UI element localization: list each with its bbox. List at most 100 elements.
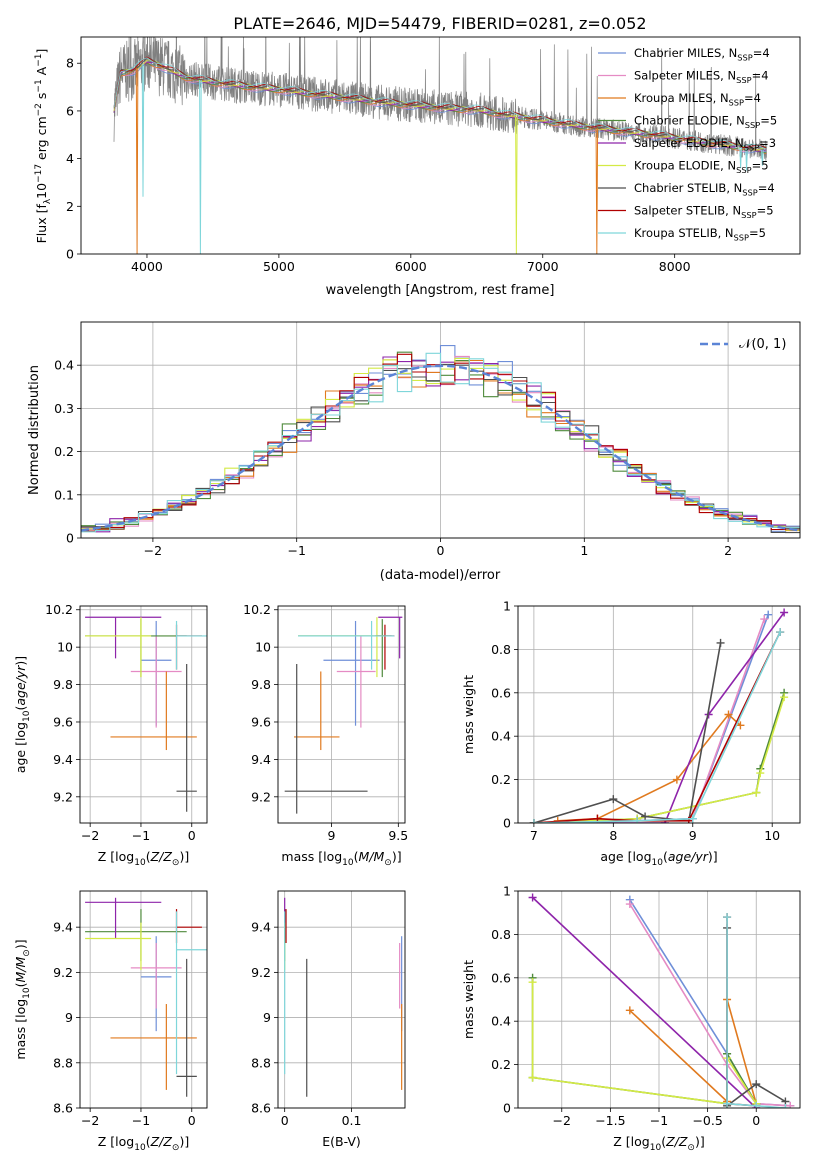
plot-area bbox=[85, 897, 207, 1097]
data-point-chabrier-stelib bbox=[176, 663, 197, 812]
series-kroupa-miles bbox=[625, 995, 761, 1108]
x-axis-label: mass [log10(M/M⊙)] bbox=[281, 849, 401, 868]
series-chabrier-elodie bbox=[528, 973, 761, 1108]
grid bbox=[278, 606, 405, 823]
ticks: 9 9.5 9.2 9.4 9.6 9.8 10 10.2 bbox=[243, 602, 408, 843]
y-tick-label: 0.2 bbox=[54, 444, 74, 459]
y-tick-label: 0.1 bbox=[54, 487, 74, 502]
ticks: 4000 5000 6000 7000 8000 0 2 4 6 8 bbox=[66, 56, 691, 274]
y-tick-label: 0.4 bbox=[54, 358, 74, 373]
data-point-chabrier-elodie bbox=[85, 909, 187, 962]
data-point-kroupa-stelib bbox=[298, 620, 395, 670]
x-tick-label: 7000 bbox=[527, 259, 559, 274]
data-point-kroupa-miles bbox=[294, 671, 340, 751]
plus-marker bbox=[786, 1101, 795, 1108]
x-tick-label: 2 bbox=[724, 543, 732, 558]
data-point-salpeter-miles bbox=[130, 635, 182, 728]
ticks: −2 −1 0 1 2 0 0.1 0.2 0.3 0.4 bbox=[54, 358, 732, 558]
data-point-chabrier-miles bbox=[323, 620, 380, 726]
series-chabrier-miles bbox=[529, 610, 773, 823]
series-salpeter-elodie bbox=[528, 893, 761, 1108]
y-tick-label: 9 bbox=[263, 1010, 271, 1025]
plot-area bbox=[85, 616, 207, 812]
y-tick-label: 0 bbox=[66, 247, 74, 262]
y-tick-label: 0.4 bbox=[491, 729, 511, 744]
y-axis-label: Flux [fλ10−17 erg cm−2 s−1 A−1] bbox=[34, 49, 53, 244]
absorption-dip bbox=[761, 149, 764, 166]
y-axis-label: age [log10(age/yr)] bbox=[13, 656, 32, 773]
y-tick-label: 2 bbox=[66, 199, 74, 214]
x-tick-label: 6000 bbox=[395, 259, 427, 274]
y-axis-label: Normed distribution bbox=[27, 365, 42, 495]
ticks: 7 8 9 10 0 0.2 0.4 0.6 0.8 1 bbox=[491, 599, 780, 844]
y-tick-label: 10 bbox=[255, 640, 271, 655]
grid bbox=[278, 891, 405, 1109]
y-tick-label: 6 bbox=[66, 103, 74, 118]
plus-marker bbox=[716, 638, 725, 647]
legend-label: Salpeter STELIB, NSSP=5 bbox=[634, 204, 774, 220]
y-tick-label: 4 bbox=[66, 151, 74, 166]
plot-area bbox=[528, 893, 795, 1108]
x-tick-label: −0.5 bbox=[692, 1113, 722, 1128]
data-point-chabrier-stelib bbox=[176, 958, 197, 1097]
legend: Chabrier MILES, NSSP=4 Salpeter MILES, NS… bbox=[598, 46, 777, 242]
series-kroupa-elodie bbox=[529, 693, 789, 823]
y-tick-label: 9.4 bbox=[251, 920, 271, 935]
legend-label: Salpeter ELODIE, NSSP=3 bbox=[634, 136, 776, 152]
legend-label: 𝒩(0, 1) bbox=[739, 337, 786, 352]
x-axis-label: Z [log10(Z/Z⊙)] bbox=[98, 849, 189, 868]
plus-marker bbox=[780, 693, 789, 702]
x-tick-label: −1 bbox=[287, 543, 305, 558]
series-line bbox=[531, 982, 757, 1105]
series-kroupa-stelib bbox=[723, 913, 790, 1108]
figure-title: PLATE=2646, MJD=54479, FIBERID=0281, z=0… bbox=[233, 14, 646, 33]
absorption-dip bbox=[199, 80, 202, 254]
x-axis-label: Z [log10(Z/Z⊙)] bbox=[98, 1134, 189, 1153]
x-tick-label: −2 bbox=[553, 1113, 571, 1128]
series-chabrier-elodie bbox=[529, 688, 789, 823]
absorption-dip bbox=[595, 128, 599, 254]
y-tick-label: 9.4 bbox=[53, 752, 73, 767]
plus-marker bbox=[609, 795, 618, 804]
plus-marker bbox=[528, 978, 537, 987]
series-line bbox=[532, 896, 757, 1108]
x-tick-label: 4000 bbox=[131, 259, 163, 274]
y-tick-label: 0.3 bbox=[54, 401, 74, 416]
series-line bbox=[531, 977, 757, 1105]
data-point-salpeter-miles bbox=[336, 635, 376, 728]
x-tick-label: 9 bbox=[689, 828, 697, 843]
data-point-kroupa-miles bbox=[110, 671, 197, 751]
absorption-dip bbox=[739, 147, 742, 169]
y-tick-label: 0.2 bbox=[491, 1057, 511, 1072]
plus-marker bbox=[723, 1099, 732, 1108]
legend-label: Chabrier STELIB, NSSP=4 bbox=[634, 181, 775, 197]
data-point-salpeter-elodie bbox=[85, 616, 162, 659]
y-tick-label: 9.6 bbox=[53, 714, 73, 729]
data-point-kroupa-miles bbox=[110, 1004, 197, 1090]
data-point-kroupa-stelib bbox=[175, 620, 207, 670]
data-point-kroupa-stelib bbox=[175, 911, 207, 1075]
grid bbox=[80, 891, 207, 1109]
x-tick-label: 9.5 bbox=[388, 828, 408, 843]
y-tick-label: 9.2 bbox=[53, 965, 73, 980]
y-tick-label: 8 bbox=[66, 56, 74, 71]
x-axis-label: age [log10(age/yr)] bbox=[600, 849, 717, 868]
x-tick-label: 1 bbox=[580, 543, 588, 558]
x-tick-label: 0 bbox=[752, 1113, 760, 1128]
absorption-dip bbox=[141, 63, 145, 197]
data-point-salpeter-elodie bbox=[85, 897, 162, 939]
ticks: 0 0.1 8.6 8.8 9 9.2 9.4 bbox=[251, 920, 361, 1128]
normal-distribution-curve bbox=[81, 364, 800, 532]
data-point-chabrier-stelib bbox=[284, 663, 368, 814]
y-tick-label: 10.2 bbox=[243, 602, 271, 617]
y-tick-label: 0.8 bbox=[491, 642, 511, 657]
y-tick-label: 0.6 bbox=[491, 970, 511, 985]
age-vs-metallicity-panel: −2 −1 0 9.2 9.4 9.6 9.8 10 10.2 Z [log10(Z/Z⊙)] ag… bbox=[13, 602, 208, 868]
plus-marker bbox=[756, 769, 765, 778]
plus-marker bbox=[736, 721, 745, 730]
x-tick-label: 10 bbox=[764, 828, 780, 843]
plus-marker bbox=[625, 1006, 634, 1015]
plot-area bbox=[113, 37, 768, 254]
y-tick-label: 8.8 bbox=[53, 1055, 73, 1070]
axes-frame bbox=[80, 36, 801, 255]
